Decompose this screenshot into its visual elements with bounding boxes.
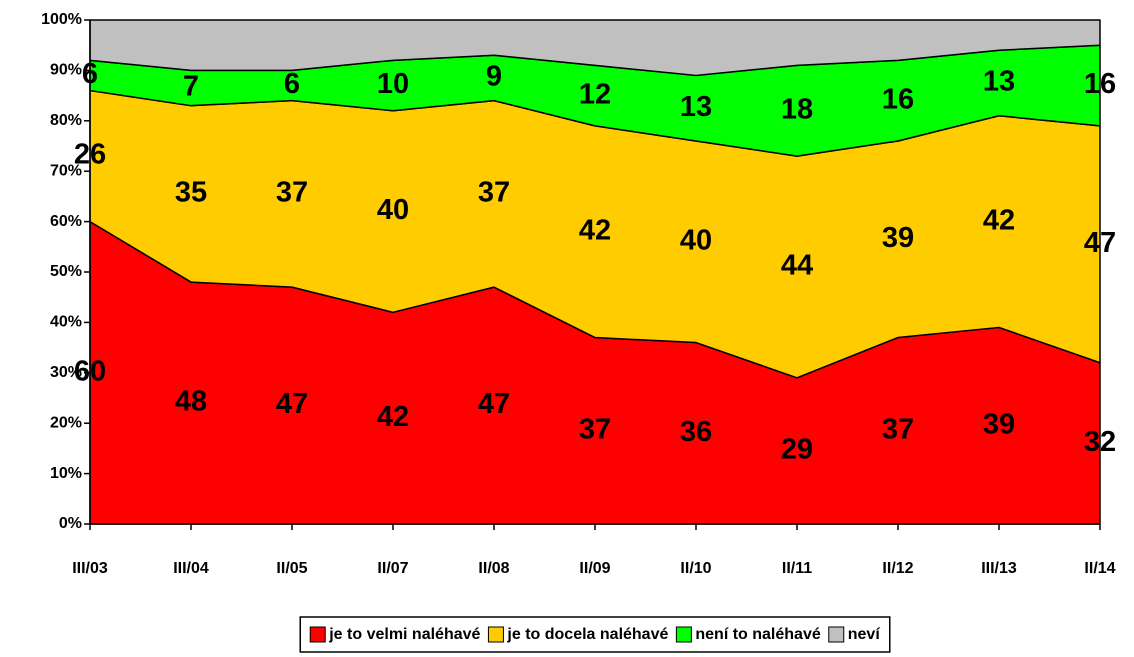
x-tick-label: II/11: [782, 560, 812, 577]
data-label: 6: [284, 68, 300, 100]
data-label: 37: [579, 413, 611, 445]
data-label: 37: [882, 413, 914, 445]
x-tick-label: II/08: [478, 560, 509, 577]
data-label: 36: [680, 416, 712, 448]
data-label: 16: [882, 83, 914, 115]
y-tick-label: 80%: [50, 112, 82, 129]
legend-label: je to docela naléhavé: [506, 626, 668, 643]
y-tick-label: 0%: [59, 515, 82, 532]
x-tick-label: III/04: [173, 560, 209, 577]
x-tick-label: II/05: [276, 560, 307, 577]
legend: je to velmi naléhavé je to docela naléhav…: [299, 616, 891, 653]
y-tick-label: 70%: [50, 162, 82, 179]
data-label: 18: [781, 93, 813, 125]
y-tick-label: 100%: [41, 11, 82, 28]
data-label: 48: [175, 386, 207, 418]
data-label: 29: [781, 434, 813, 466]
data-label: 9: [486, 61, 502, 93]
legend-label: není to naléhavé: [695, 626, 820, 643]
x-tick-label: II/14: [1084, 560, 1115, 577]
data-label: 47: [478, 388, 510, 420]
data-label: 47: [276, 388, 308, 420]
data-label: 42: [377, 401, 409, 433]
legend-swatch: [309, 626, 326, 643]
legend-swatch: [487, 626, 504, 643]
data-label: 7: [183, 71, 199, 103]
y-tick-label: 60%: [50, 213, 82, 230]
x-tick-label: III/03: [72, 560, 108, 577]
x-tick-label: II/07: [377, 560, 408, 577]
x-tick-label: II/10: [680, 560, 711, 577]
legend-swatch: [675, 626, 692, 643]
data-label: 39: [983, 408, 1015, 440]
y-tick-label: 30%: [50, 364, 82, 381]
legend-label: neví: [848, 626, 881, 643]
data-label: 42: [579, 214, 611, 246]
x-tick-label: II/12: [882, 560, 913, 577]
x-tick-label: III/13: [981, 560, 1017, 577]
data-label: 47: [1084, 227, 1116, 259]
data-label: 32: [1084, 426, 1116, 458]
x-tick-label: II/09: [579, 560, 610, 577]
legend-label: je to velmi naléhavé: [328, 626, 480, 643]
data-label: 12: [579, 78, 611, 110]
y-tick-label: 50%: [50, 263, 82, 280]
data-label: 40: [377, 194, 409, 226]
area: [89, 19, 1101, 77]
data-label: 13: [680, 91, 712, 123]
data-label: 39: [882, 222, 914, 254]
y-tick-label: 90%: [50, 62, 82, 79]
data-label: 16: [1084, 68, 1116, 100]
data-label: 37: [478, 177, 510, 209]
data-label: 37: [276, 177, 308, 209]
data-label: 13: [983, 66, 1015, 98]
legend-swatch: [828, 626, 845, 643]
data-label: 42: [983, 204, 1015, 236]
y-tick-label: 10%: [50, 465, 82, 482]
data-label: 10: [377, 68, 409, 100]
data-label: 44: [781, 250, 813, 282]
legend-box: [299, 616, 891, 653]
y-tick-label: 40%: [50, 314, 82, 331]
data-label: 35: [175, 177, 207, 209]
y-tick-label: 20%: [50, 414, 82, 431]
data-label: 40: [680, 224, 712, 256]
